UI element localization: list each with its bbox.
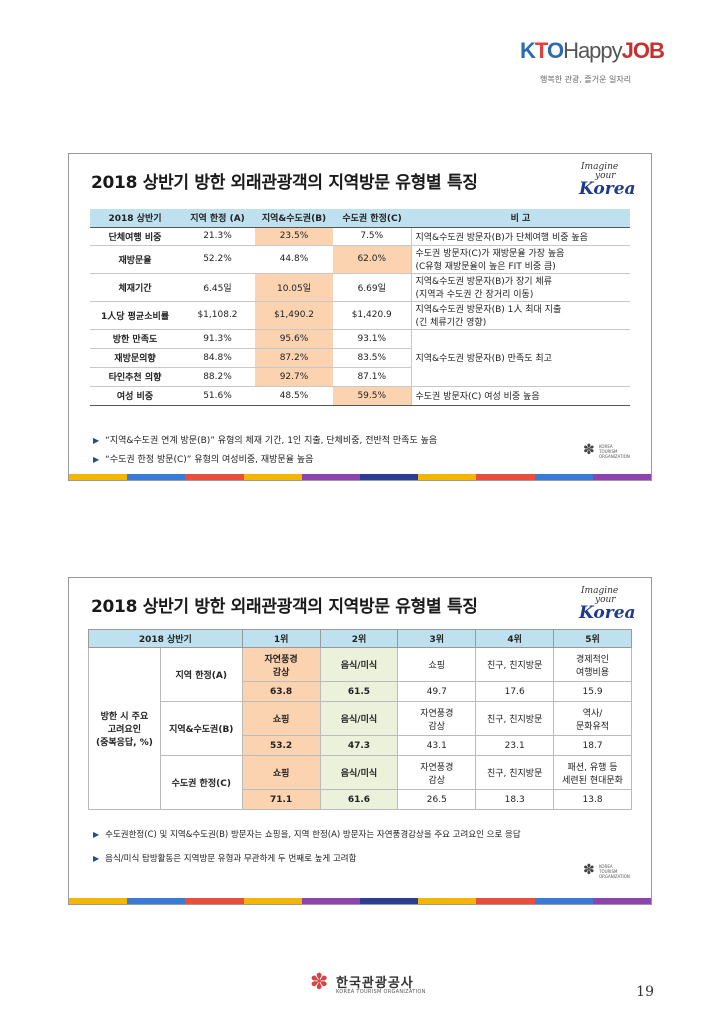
header-cell: 2위: [319, 629, 399, 648]
stripe-segment: [592, 898, 651, 904]
imagine-your-korea-logo: Imagine your Korea: [579, 162, 636, 199]
color-stripe: [69, 898, 651, 904]
header-cell: 수도권 한정(C): [333, 209, 411, 228]
stripe-segment: [69, 474, 128, 480]
side-label: 방한 시 주요 고려요인 (중복응답, %): [88, 647, 161, 810]
stripe-segment: [185, 898, 244, 904]
table-row: 방한 시 주요 고려요인 (중복응답, %) 지역 한정(A) 자연풍경 감상 음식/…: [88, 647, 632, 810]
stripe-segment: [243, 474, 302, 480]
kto-small-logo: ✽ KOREA TOURISM ORGANIZATION: [583, 442, 630, 459]
header-cell: 비 고: [411, 209, 630, 228]
stripe-segment: [301, 474, 361, 480]
table-row: 지역&수도권(B) 쇼핑 음식/미식 자연풍경 감상 친구, 친지방문 역사/문화…: [89, 701, 632, 756]
stripe-segment: [534, 474, 593, 480]
bullet-1: ▶ “지역&수도권 연계 방문(B)” 유형의 체재 기간, 1인 지출, 단체비…: [93, 436, 438, 446]
bullet-1: ▶ 수도권한정(C) 및 지역&수도권(B) 방문자는 쇼핑을, 지역 한정(A)…: [93, 830, 521, 840]
stripe-segment: [69, 898, 128, 904]
slide-2: 2018 상반기 방한 외래관광객의 지역방문 유형별 특징 Imagine yo…: [68, 577, 652, 905]
table-row: 방한 만족도 91.3% 95.6% 93.1% 지역&수도권 방문자(B) 만…: [90, 329, 630, 387]
stripe-segment: [301, 898, 361, 904]
merged-note: 지역&수도권 방문자(B) 만족도 최고: [410, 329, 630, 387]
korea-tourism-logo: ✽ 한국관광공사 KOREA TOURISM ORGANIZATION: [310, 970, 426, 995]
slide-title: 2018 상반기 방한 외래관광객의 지역방문 유형별 특징: [91, 597, 478, 617]
table-row: 여성 비중 51.6% 48.5% 59.5% 수도권 방문자(C) 여성 비중…: [90, 386, 630, 406]
header-cell: 5위: [553, 629, 632, 648]
page-number: 19: [636, 984, 654, 1000]
triangle-bullet-icon: ▶: [93, 830, 100, 839]
header-cell: 지역 한정 (A): [180, 209, 255, 228]
stripe-segment: [418, 474, 477, 480]
logo-tagline: 행복한 관광, 즐거운 일자리: [540, 75, 632, 84]
header-cell: 2018 상반기: [88, 629, 243, 648]
table-row: 53.2 47.3 43.1 23.1 18.7: [89, 735, 632, 756]
table-row: 단체여행 비중 21.3% 23.5% 7.5% 지역&수도권 방문자(B)가 …: [90, 227, 630, 246]
kto-brand: KTOHappyJOB: [520, 38, 665, 63]
triangle-bullet-icon: ▶: [93, 436, 100, 445]
stripe-segment: [476, 898, 535, 904]
kto-mark-icon: ✽: [310, 970, 329, 995]
bullet-2: ▶ 음식/미식 탐방활동은 지역방문 유형과 무관하게 두 번째로 높게 고려함: [93, 854, 357, 864]
table-row: 71.1 61.6 26.5 18.3 13.8: [89, 789, 632, 810]
group-label: 수도권 한정(C): [159, 755, 243, 810]
slide-title: 2018 상반기 방한 외래관광객의 지역방문 유형별 특징: [91, 173, 478, 193]
kto-mark-icon: ✽: [583, 862, 595, 878]
kto-small-logo: ✽ KOREA TOURISM ORGANIZATION: [583, 862, 630, 879]
table-row: 수도권 한정(C) 쇼핑 음식/미식 자연풍경 감상 친구, 친지방문 패션, 유…: [89, 755, 632, 810]
stripe-segment: [360, 898, 419, 904]
stripe-segment: [592, 474, 651, 480]
kto-mark-icon: ✽: [583, 442, 595, 458]
triangle-bullet-icon: ▶: [93, 455, 100, 464]
stripe-segment: [127, 898, 186, 904]
header-cell: 4위: [475, 629, 555, 648]
triangle-bullet-icon: ▶: [93, 854, 100, 863]
group-label: 지역 한정(A): [159, 647, 243, 702]
comparison-table: 2018 상반기 지역 한정 (A) 지역&수도권(B) 수도권 한정(C) 비…: [90, 209, 630, 406]
header-cell: 1위: [241, 629, 321, 648]
header-cell: 지역&수도권(B): [255, 209, 333, 228]
stripe-segment: [534, 898, 593, 904]
table-row: 타인추천 의향 88.2% 92.7% 87.1%: [90, 367, 630, 387]
stripe-segment: [185, 474, 244, 480]
table-row: 재방문율 52.2% 44.8% 62.0% 수도권 방문자(C)가 재방문율 …: [90, 245, 630, 274]
table-row: 1人당 평균소비률 $1,108.2 $1,490.2 $1,420.9 지역&…: [90, 301, 630, 330]
stripe-segment: [418, 898, 477, 904]
slide-1: 2018 상반기 방한 외래관광객의 지역방문 유형별 특징 Imagine yo…: [68, 153, 652, 481]
table-row: 재방문의향 84.8% 87.2% 83.5%: [90, 348, 630, 368]
stripe-segment: [127, 474, 186, 480]
kto-happy-job-logo: KTOHappyJOB 행복한 관광, 즐거운 일자리: [520, 38, 665, 93]
header-cell: 3위: [397, 629, 477, 648]
color-stripe: [69, 474, 651, 480]
table-row: 체재기간 6.45일 10.05일 6.69일 지역&수도권 방문자(B)가 장…: [90, 273, 630, 302]
stripe-segment: [360, 474, 419, 480]
bullet-2: ▶ “수도권 한정 방문(C)” 유형의 여성비중, 재방문율 높음: [93, 455, 314, 465]
ranking-table: 2018 상반기 1위 2위 3위 4위 5위 방한 시 주요 고려요인 (중복응답…: [88, 629, 632, 810]
header-cell: 2018 상반기: [90, 209, 180, 228]
stripe-segment: [243, 898, 302, 904]
stripe-segment: [476, 474, 535, 480]
group-label: 지역&수도권(B): [159, 701, 243, 756]
imagine-your-korea-logo: Imagine your Korea: [579, 586, 636, 623]
